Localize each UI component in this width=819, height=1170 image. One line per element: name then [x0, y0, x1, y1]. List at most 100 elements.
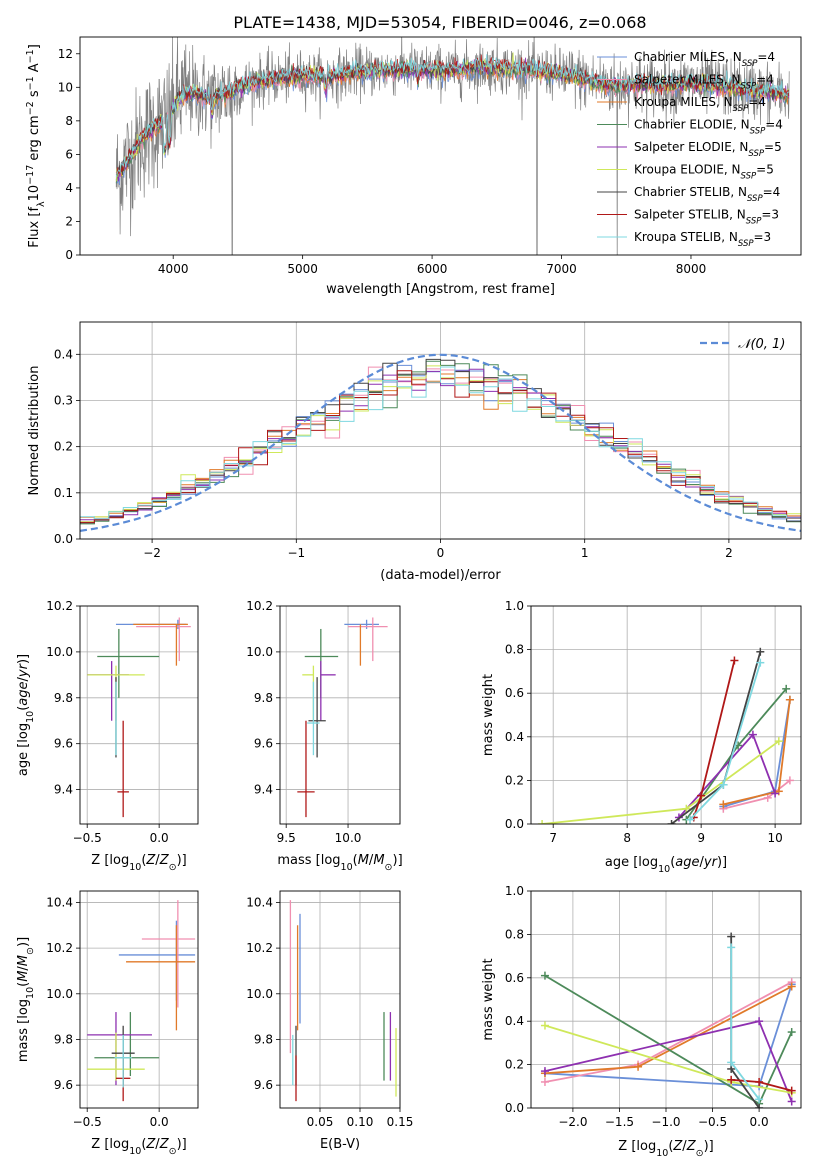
label-part: age: [16, 681, 31, 705]
legend-name: Chabrier STELIB, N: [634, 185, 747, 199]
axes-frame: [279, 890, 401, 1109]
y-tick-label: 10.0: [46, 645, 73, 659]
y-tick-label: 4: [65, 181, 73, 195]
label-part: ⊙: [25, 947, 36, 955]
legend-label: Salpeter MILES, NSSP=4: [634, 73, 774, 92]
legend-name: Kroupa MILES, N: [634, 95, 733, 109]
age-vs-Z-plot-area: [87, 617, 191, 818]
legend-sub: SSP: [742, 59, 758, 69]
weight-line: [730, 947, 760, 1100]
legend-sub: SSP: [750, 127, 766, 137]
label-part: (: [141, 853, 146, 868]
label-part: Z: [145, 853, 156, 868]
y-tick-label: 0.4: [505, 730, 524, 744]
label-part: (: [16, 706, 31, 711]
label-part: (: [16, 982, 31, 987]
x-tick-label: 7000: [546, 262, 577, 276]
label-part: age [log: [605, 855, 658, 870]
label-part: /: [16, 676, 31, 681]
weight-line: [542, 740, 780, 824]
label-part: )]: [717, 855, 727, 870]
legend-label: 𝒩(0, 1): [738, 337, 785, 352]
x-tick-label: 0.05: [307, 1115, 334, 1129]
y-tick-label: 10.2: [46, 599, 73, 613]
label-part: M: [16, 971, 31, 982]
spectrum-model-line: [115, 54, 790, 178]
y-tick-label: 9.6: [254, 737, 273, 751]
x-tick-label: 5000: [287, 262, 318, 276]
weight-line: [544, 985, 793, 1075]
legend-name: Chabrier MILES, N: [634, 50, 742, 64]
legend-value: =4: [756, 73, 774, 87]
label-part: (: [668, 1139, 673, 1154]
spectrum-model-line: [116, 54, 790, 175]
spectrum-panel: 4000 5000 6000 7000 8000 0 2 4 6 8 10 12 wavelength …: [25, 36, 802, 297]
label-part: s: [27, 90, 42, 101]
legend-sub: SSP: [748, 149, 764, 159]
mass-vs-Z-plot-area: [87, 900, 196, 1102]
label-part: Flux [f: [27, 207, 42, 248]
y-tick-label: 10.4: [46, 895, 73, 909]
y-axis-label: mass weight: [481, 958, 496, 1040]
axes-frame: [530, 890, 802, 1109]
y-tick-label: 0.4: [54, 347, 73, 361]
x-axis-label: Z [log10(Z/Z⊙)]: [618, 1139, 713, 1159]
y-tick-label: 9.8: [54, 691, 73, 705]
axes-frame: [530, 605, 802, 825]
x-tick-label: 0.10: [347, 1115, 374, 1129]
x-axis-label: Z [log10(Z/Z⊙)]: [91, 853, 186, 873]
legend-sub: SSP: [741, 172, 757, 182]
y-tick-label: 10.4: [246, 895, 273, 909]
label-part: Z: [672, 1139, 683, 1154]
legend-label: Chabrier MILES, NSSP=4: [634, 50, 775, 69]
label-part: mass [log: [277, 853, 340, 868]
y-tick-label: 10.2: [46, 941, 73, 955]
label-part: erg cm: [27, 115, 42, 164]
y-axis-label: Flux [fλ10−17 erg cm−2 s−1 A−1]: [25, 44, 47, 248]
x-tick-label: −2: [143, 546, 161, 560]
mass-vs-EBV-plot-area: [289, 900, 397, 1102]
label-part: )]: [704, 1139, 714, 1154]
legend-value: =4: [748, 95, 766, 109]
label-part: /: [155, 1137, 160, 1152]
y-tick-label: 9.6: [54, 1078, 73, 1092]
y-tick-label: 0.0: [54, 532, 73, 546]
label-part: ⊙: [169, 862, 177, 873]
label-part: 10: [27, 185, 42, 202]
label-part: 10: [25, 987, 36, 999]
y-axis-label: age [log10(age/yr)]: [16, 654, 36, 776]
legend-label: Kroupa STELIB, NSSP=3: [634, 230, 771, 249]
label-part: )]: [177, 853, 187, 868]
mass-vs-EBV-panel: 0.05 0.10 0.15 9.6 9.8 10.0 10.2 10.4: [246, 890, 414, 1129]
spectrum-plot-area: [115, 37, 790, 255]
axes-frame: [79, 890, 199, 1109]
histogram-step: [80, 358, 801, 524]
label-part: 10: [129, 862, 141, 873]
x-tick-label: 0.15: [387, 1115, 414, 1129]
y-tick-label: 0.2: [54, 440, 73, 454]
label-part: −1: [25, 49, 36, 63]
label-part: age [log: [16, 723, 31, 776]
label-part: /: [16, 966, 31, 971]
legend-sub: SSP: [746, 217, 762, 227]
x-tick-label: 0.0: [750, 1115, 769, 1129]
residuals-panel: −2 −1 0 1 2 0.0 0.1 0.2 0.3 0.4 (data-model)/error…: [27, 321, 802, 583]
legend-value: =5: [764, 140, 782, 154]
weight-vs-age-plot-area: [538, 647, 794, 824]
legend-name: Chabrier ELODIE, N: [634, 118, 750, 132]
weight-line: [544, 1024, 792, 1094]
y-axis-label: mass weight: [481, 674, 496, 756]
x-tick-label: 0.0: [150, 1115, 169, 1129]
x-tick-label: 6000: [417, 262, 448, 276]
legend-name: Salpeter STELIB, N: [634, 208, 746, 222]
label-part: M: [373, 853, 384, 868]
x-tick-label: 9: [697, 831, 705, 845]
label-part: 10: [129, 1146, 141, 1157]
y-axis-label: mass [log10(M/M⊙)]: [16, 937, 36, 1062]
age-vs-Z-panel: −0.5 0.09.49.69.810.010.2Z [log10(Z/Z⊙)]a…: [16, 599, 199, 873]
age-vs-mass-plot-area: [297, 617, 388, 818]
y-tick-label: 9.8: [254, 1032, 273, 1046]
x-tick-label: 0: [437, 546, 445, 560]
label-part: mass [log: [16, 999, 31, 1062]
